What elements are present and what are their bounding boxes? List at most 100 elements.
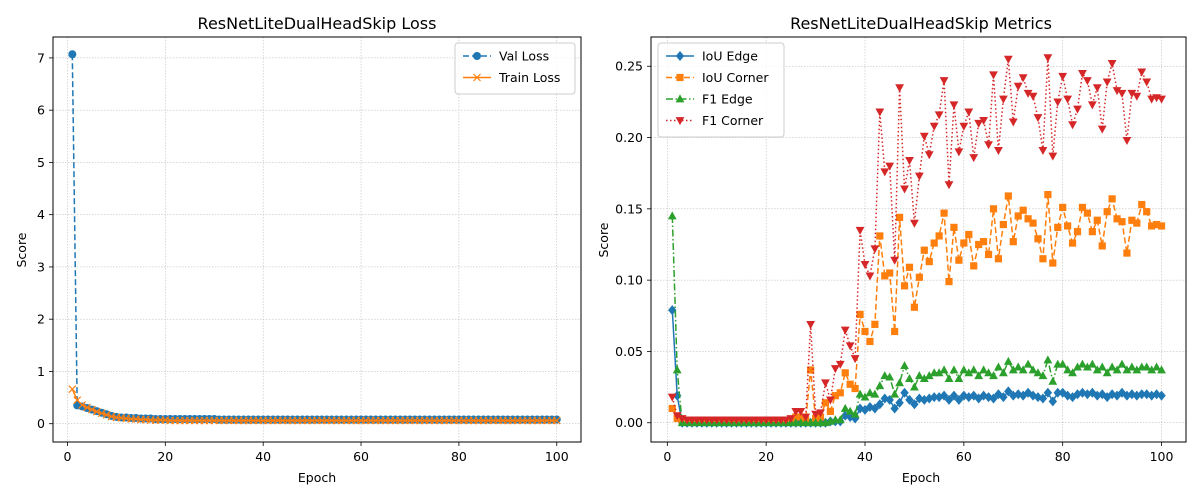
data-point [905, 263, 914, 271]
data-point [954, 394, 964, 405]
data-point [1058, 72, 1068, 81]
data-point [944, 181, 954, 190]
data-point [980, 238, 988, 246]
data-point [1068, 239, 1077, 247]
legend-label: Train Loss [498, 70, 560, 85]
data-point [925, 258, 933, 266]
data-point [1142, 78, 1152, 87]
x-tick-label: 0 [663, 449, 671, 464]
data-point [881, 272, 889, 280]
data-point [1078, 69, 1087, 78]
data-point [1157, 390, 1166, 401]
x-tick-label: 60 [956, 449, 972, 464]
legend-label: F1 Edge [702, 92, 753, 107]
data-point [1018, 74, 1028, 83]
data-point [796, 407, 806, 416]
legend-item: IoU Edge [666, 49, 758, 64]
data-point [1147, 365, 1157, 374]
data-point [1142, 389, 1151, 400]
data-point [989, 371, 998, 380]
data-point [885, 162, 895, 171]
plot-area [667, 54, 1166, 428]
data-point [1083, 209, 1092, 217]
data-point [965, 230, 973, 239]
data-point [1049, 259, 1057, 267]
series-line [71, 388, 557, 422]
data-point [929, 122, 939, 131]
data-point [1019, 206, 1027, 214]
x-tick-label: 80 [1055, 449, 1071, 464]
data-point [994, 146, 1003, 155]
data-point [1044, 190, 1052, 199]
data-point [895, 378, 904, 387]
data-point [870, 245, 880, 254]
data-point [851, 384, 859, 393]
data-point [1008, 365, 1018, 374]
y-tick-label: 0.15 [615, 201, 643, 216]
data-point [974, 393, 983, 404]
data-point [816, 409, 825, 418]
data-point [1013, 82, 1023, 91]
data-point [1137, 389, 1146, 400]
data-point [1014, 389, 1023, 400]
data-point [1103, 208, 1111, 216]
data-point [875, 381, 885, 390]
data-point [1059, 203, 1067, 212]
data-point [969, 390, 978, 401]
data-point [1127, 389, 1137, 400]
data-point [1063, 95, 1073, 104]
data-point [1157, 365, 1166, 374]
y-tick-label: 0 [37, 416, 45, 431]
data-point [915, 273, 923, 281]
y-tick-label: 0.25 [615, 59, 643, 74]
data-point [890, 256, 900, 265]
data-point [1078, 203, 1087, 212]
data-point [984, 368, 993, 377]
data-point [900, 282, 909, 290]
data-point [1083, 362, 1092, 371]
data-point [949, 390, 959, 401]
y-tick-label: 5 [37, 155, 45, 170]
data-point [865, 272, 875, 281]
legend-item: IoU Corner [666, 70, 769, 85]
data-point [930, 239, 938, 247]
data-point [1113, 215, 1121, 223]
data-point [781, 416, 791, 425]
data-point [1127, 362, 1137, 371]
x-axis-ticks: 0 20 40 60 80 100 [663, 442, 1174, 464]
data-point [797, 413, 805, 421]
data-point [1147, 95, 1157, 104]
data-point [910, 303, 919, 311]
series-f1-corner [667, 54, 1166, 425]
data-point [998, 368, 1008, 377]
data-point [855, 389, 865, 398]
data-point [552, 416, 561, 425]
data-point [915, 393, 924, 404]
data-point [831, 392, 839, 400]
data-point [949, 365, 959, 374]
data-point [1024, 215, 1032, 223]
y-axis-ticks: 0 1 2 3 4 5 6 7 [37, 50, 53, 431]
data-point [955, 256, 963, 264]
data-point [954, 373, 964, 382]
legend-box [657, 42, 785, 138]
data-point [924, 371, 934, 380]
data-point [1003, 356, 1013, 365]
data-point [1087, 101, 1097, 110]
data-point [924, 151, 934, 160]
data-point [845, 406, 855, 415]
data-point [1034, 235, 1042, 243]
data-point [959, 122, 969, 131]
x-tick-label: 80 [451, 449, 467, 464]
x-tick-label: 40 [255, 449, 271, 464]
data-point [1143, 208, 1151, 216]
data-point [975, 240, 983, 249]
data-point [999, 392, 1008, 403]
data-point [984, 392, 993, 403]
data-point [1102, 368, 1112, 377]
data-point [964, 368, 974, 377]
x-tick-label: 40 [857, 449, 873, 464]
data-point [880, 371, 890, 380]
data-point [1138, 200, 1146, 209]
data-point [845, 342, 855, 351]
